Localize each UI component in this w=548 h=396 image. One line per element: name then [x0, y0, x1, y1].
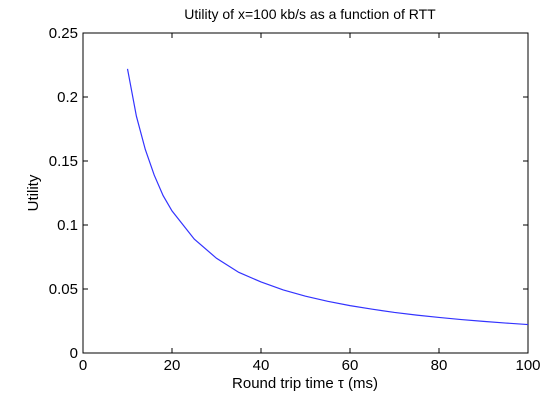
- y-tick-label: 0.15: [49, 153, 78, 170]
- x-axis: 0 20 40 60 80 100: [79, 33, 541, 374]
- y-axis-label: Utility: [25, 174, 42, 211]
- y-tick-label: 0: [70, 345, 78, 362]
- y-axis: 0 0.05 0.1 0.15 0.2 0.25: [49, 25, 528, 362]
- x-tick-label: 80: [431, 357, 448, 374]
- x-tick-label: 100: [515, 357, 540, 374]
- x-axis-label: Round trip time τ (ms): [232, 375, 378, 392]
- series-line: [126, 68, 529, 326]
- series-layer: [126, 68, 529, 326]
- y-tick-label: 0.05: [49, 281, 78, 298]
- x-tick-label: 20: [164, 357, 181, 374]
- y-tick-label: 0.1: [57, 217, 78, 234]
- y-tick-label: 0.2: [57, 89, 78, 106]
- chart-title: Utility of x=100 kb/s as a function of R…: [184, 6, 436, 22]
- x-tick-label: 0: [79, 357, 87, 374]
- y-tick-label: 0.25: [49, 25, 78, 42]
- x-tick-label: 40: [253, 357, 270, 374]
- x-tick-label: 60: [342, 357, 359, 374]
- plot-area: [82, 32, 529, 354]
